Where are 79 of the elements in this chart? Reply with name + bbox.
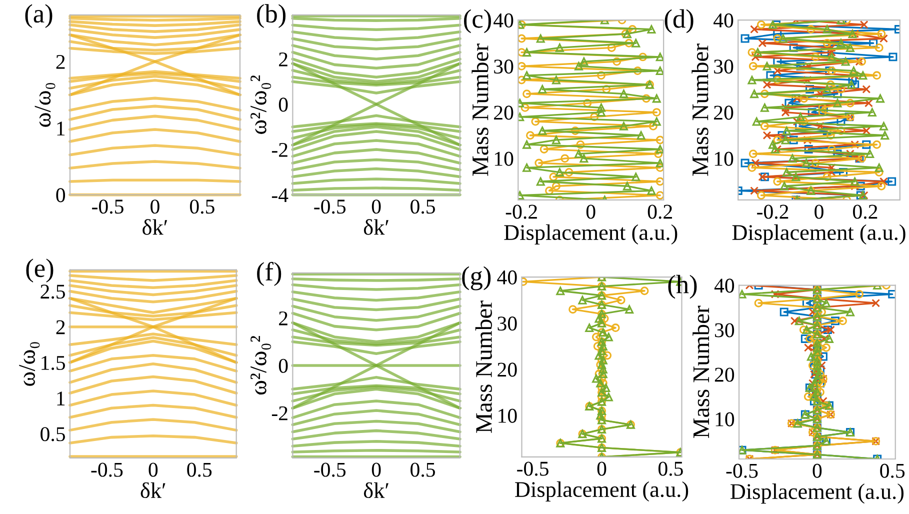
y-axis-title: Mass Number <box>692 306 710 438</box>
x-axis-title: Displacement (a.u.) <box>515 481 688 502</box>
x-tick-label: 0.5 <box>410 200 435 214</box>
x-tick-label: 0 <box>814 204 824 219</box>
x-tick-label: 0 <box>148 462 158 477</box>
x-axis-title: Displacement (a.u.) <box>730 483 904 504</box>
x-tick-label: -0.5 <box>91 462 123 477</box>
y-tick-label: 40 <box>714 13 734 28</box>
y-tick-label: 2 <box>279 311 288 326</box>
y-tick-label: 20 <box>714 368 734 382</box>
x-tick-label: 0 <box>372 200 381 214</box>
x-tick-label: 0.5 <box>658 462 683 476</box>
y-tick-label: 30 <box>715 323 734 338</box>
x-tick-label: 0.5 <box>187 462 212 477</box>
y-tick-label: 30 <box>494 60 514 74</box>
y-tick-label: 2.5 <box>40 284 66 299</box>
x-tick-label: 0.2 <box>853 204 878 219</box>
y-tick-label: 0 <box>278 98 288 112</box>
y-axis-title: Mass Number <box>475 300 492 433</box>
y-tick-label: 1.5 <box>42 356 66 370</box>
x-tick-label: 0 <box>586 204 596 219</box>
x-axis-title: Displacement (a.u.) <box>504 224 678 245</box>
y-tick-label: 0 <box>56 188 66 202</box>
x-tick-label: -0.5 <box>314 462 346 477</box>
y-axis-title: Mass Number <box>472 44 488 176</box>
x-tick-label: 0 <box>372 462 381 477</box>
y-tick-label: 30 <box>498 316 517 331</box>
chart-title: (f) <box>257 262 282 286</box>
y-tick-label: 0.5 <box>40 427 66 442</box>
x-tick-label: -0.5 <box>314 200 346 214</box>
y-axis-title: ω/ω₀ <box>19 342 40 386</box>
chart-title: (e) <box>26 258 54 282</box>
x-tick-label: 0.5 <box>190 200 214 214</box>
x-axis-title: δk′ <box>142 219 168 235</box>
x-tick-label: 0 <box>150 200 160 214</box>
chart-title: (a) <box>25 4 52 28</box>
y-tick-label: 20 <box>494 106 514 120</box>
x-tick-label: -0.5 <box>92 200 124 214</box>
x-tick-label: 0.5 <box>880 464 905 478</box>
x-axis-title: Displacement (a.u.) <box>732 224 906 245</box>
x-tick-label: -0.5 <box>726 464 758 478</box>
y-tick-label: -2 <box>272 142 288 157</box>
y-tick-label: 10 <box>716 412 734 426</box>
x-tick-label: 0 <box>812 464 822 478</box>
y-tick-label: 40 <box>494 13 514 28</box>
y-axis-title: ω/ω₀ <box>34 83 56 127</box>
y-tick-label: 10 <box>494 152 514 166</box>
chart-title: (g) <box>462 266 491 290</box>
y-tick-label: -4 <box>272 188 288 202</box>
y-tick-label: 40 <box>497 270 517 284</box>
x-axis-title: δk′ <box>364 482 388 498</box>
y-tick-label: 0 <box>278 358 288 373</box>
y-tick-label: 2 <box>56 320 65 334</box>
x-tick-label: 0.5 <box>410 462 435 477</box>
y-tick-label: -2 <box>272 406 288 420</box>
y-tick-label: 2 <box>56 54 65 69</box>
y-tick-label: 30 <box>714 60 734 74</box>
y-axis-title: ω²/ω₀² <box>250 336 272 395</box>
y-tick-label: 10 <box>714 152 734 166</box>
x-tick-label: -0.2 <box>757 204 788 219</box>
y-tick-label: 1 <box>57 122 65 136</box>
chart-title: (d) <box>664 9 694 34</box>
y-tick-label: 20 <box>498 362 517 377</box>
chart-title: (h) <box>668 274 697 299</box>
y-tick-label: 1 <box>57 392 65 406</box>
y-axis-title: ω²/ω₀² <box>250 75 272 134</box>
x-tick-label: -0.2 <box>506 204 537 219</box>
x-tick-label: -0.5 <box>517 462 548 476</box>
chart-title: (b) <box>257 4 286 28</box>
y-tick-label: 40 <box>714 278 734 293</box>
chart-title: (c) <box>464 9 491 34</box>
x-tick-label: 0 <box>597 462 606 476</box>
x-axis-title: δk′ <box>364 219 388 235</box>
x-axis-title: δk′ <box>140 482 166 498</box>
y-tick-label: 2 <box>279 52 288 66</box>
y-tick-label: 20 <box>714 106 734 120</box>
y-axis-title: Mass Number <box>692 44 708 176</box>
y-tick-label: 10 <box>498 408 517 423</box>
x-tick-label: 0.2 <box>648 204 672 219</box>
